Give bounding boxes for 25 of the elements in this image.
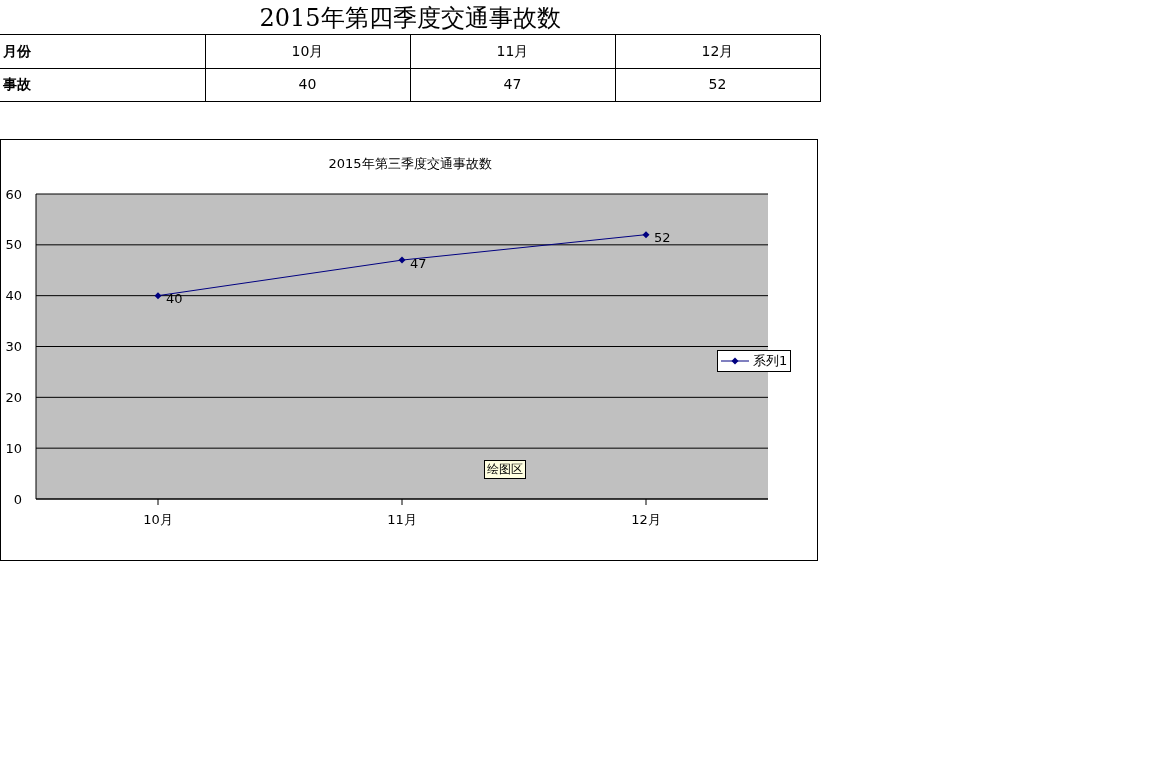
x-tick-label: 11月	[387, 512, 417, 528]
data-label: 52	[654, 230, 671, 246]
text: 52	[615, 68, 821, 102]
text: 47	[410, 68, 616, 102]
y-tick-label: 0	[13, 491, 22, 507]
y-tick-label: 30	[5, 339, 22, 355]
y-tick-label: 20	[5, 389, 22, 405]
y-tick-label: 10	[5, 440, 22, 456]
annotation: 绘图区	[484, 460, 526, 479]
y-tick-label: 40	[5, 288, 22, 304]
category-label: 10月	[291, 43, 324, 59]
text: 2015年第四季度交通事故数	[258, 3, 562, 34]
category-label: 11月	[496, 43, 529, 59]
data-label: 40	[166, 291, 183, 307]
text: 40	[205, 68, 411, 102]
text: 事故	[0, 68, 206, 102]
category-label: 12月	[701, 43, 734, 59]
data-label: 47	[410, 255, 427, 271]
chart-title: 2015年第三季度交通事故数	[327, 155, 493, 173]
y-tick-label: 50	[5, 237, 22, 253]
legend-label: 系列1	[753, 352, 788, 370]
x-tick-label: 10月	[143, 512, 173, 528]
y-tick-label: 60	[5, 186, 22, 202]
x-tick-label: 12月	[631, 512, 661, 528]
text: 月份	[0, 35, 206, 69]
